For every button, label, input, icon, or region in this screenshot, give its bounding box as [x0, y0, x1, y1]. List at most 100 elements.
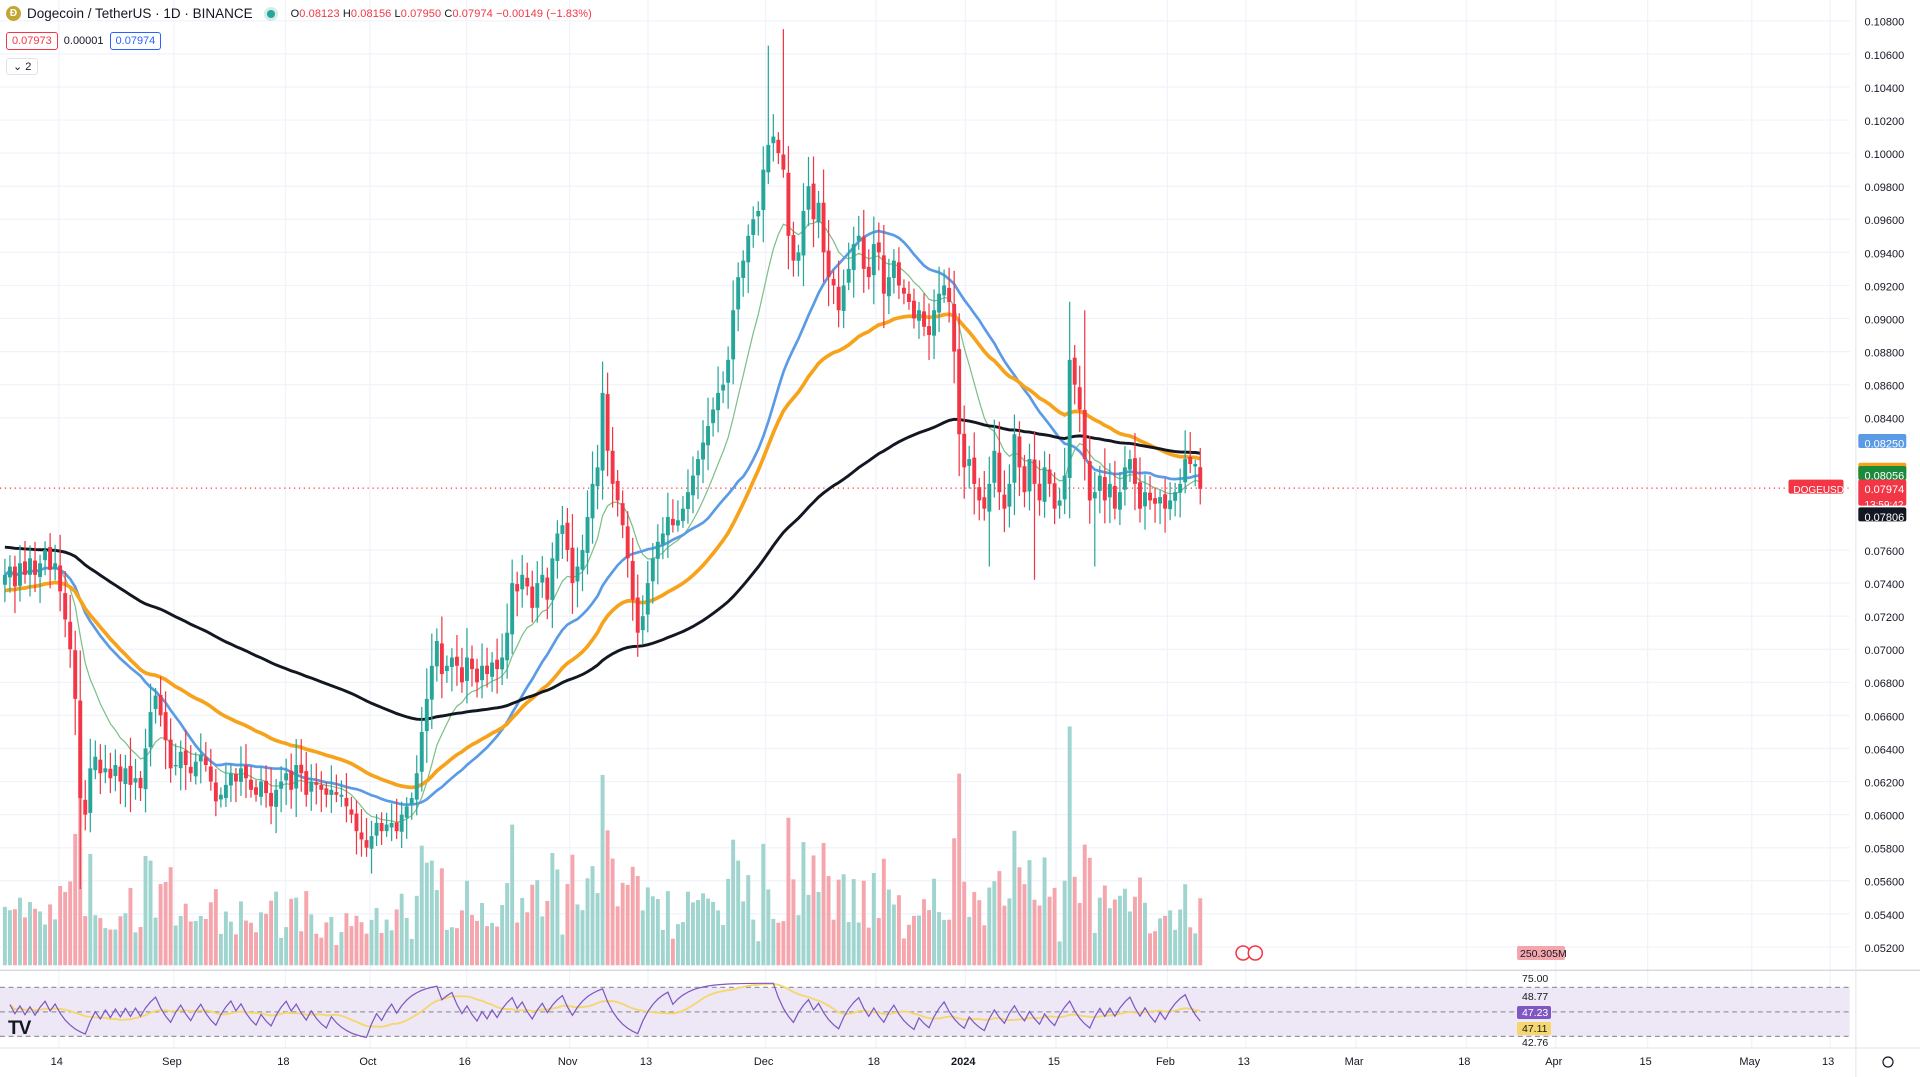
price-label-text: 0.07806: [1865, 512, 1905, 524]
volume-bar: [389, 930, 394, 966]
volume-bar: [997, 871, 1002, 966]
volume-bar: [992, 881, 997, 966]
volume-bar: [304, 891, 309, 966]
volume-bar: [906, 924, 911, 966]
price-tick-label: 0.09400: [1865, 248, 1905, 260]
candle: [289, 770, 294, 790]
price-tick-label: 0.08800: [1865, 348, 1905, 360]
price-tick-label: 0.05600: [1865, 877, 1905, 889]
candle: [233, 773, 238, 782]
candle: [38, 563, 43, 577]
candle: [861, 236, 866, 269]
candle: [88, 768, 93, 813]
candle: [977, 487, 982, 501]
moving-average-lines: [4, 219, 1201, 823]
volume-bar: [1183, 884, 1188, 966]
volume-bar: [615, 906, 620, 966]
volume-bar: [540, 916, 545, 966]
price-tick-label: 0.10600: [1865, 50, 1905, 62]
candle: [349, 809, 354, 815]
volume-bar: [193, 921, 198, 966]
rsi-line: [9, 982, 1201, 1039]
candle: [143, 748, 148, 790]
candle: [1047, 469, 1052, 484]
candle: [53, 563, 58, 570]
volume-bar: [962, 881, 967, 966]
candle: [701, 442, 705, 460]
candle: [881, 255, 886, 294]
price-tick-label: 0.10200: [1865, 116, 1905, 128]
candle: [1107, 483, 1112, 498]
volume-bar: [1042, 857, 1047, 966]
candle: [686, 492, 690, 510]
volume-bar: [1163, 915, 1168, 966]
candle: [1183, 459, 1188, 483]
volume-bar: [560, 934, 565, 966]
candle: [168, 739, 173, 769]
volume-bar: [957, 773, 962, 966]
volume-bar: [977, 900, 982, 966]
candle: [967, 459, 972, 466]
price-tick-label: 0.05800: [1865, 844, 1905, 856]
indicators-toggle-button[interactable]: ⌄ 2: [6, 58, 39, 75]
symbol-title[interactable]: Dogecoin / TetherUS · 1D · BINANCE: [27, 6, 253, 21]
candle: [821, 202, 826, 253]
spread-value: 0.00001: [63, 35, 104, 47]
candle: [2, 574, 7, 585]
ema-slow-line: [4, 312, 1201, 790]
volume-bar: [500, 905, 505, 966]
candle: [294, 765, 299, 789]
candle: [384, 824, 389, 832]
volume-bar: [68, 881, 73, 966]
volume-bar: [314, 933, 319, 966]
volume-bar: [495, 926, 500, 966]
volume-bar: [18, 897, 22, 966]
candle: [937, 293, 942, 313]
candle: [449, 657, 454, 667]
buy-price-button[interactable]: 0.07974: [109, 32, 162, 50]
candle: [1102, 477, 1107, 501]
volume-bar: [811, 855, 816, 966]
price-label-tag: [1858, 507, 1907, 522]
time-tick-label: 18: [1458, 1056, 1470, 1068]
volume-bar: [1148, 933, 1152, 966]
candle: [932, 310, 937, 336]
volume-bar: [48, 904, 53, 966]
volume-bar: [334, 945, 339, 966]
candle: [786, 172, 791, 236]
price-tick-label: 0.06600: [1865, 711, 1905, 723]
candle: [454, 656, 459, 666]
volume-bar: [625, 884, 630, 966]
volume-bar: [1027, 860, 1032, 966]
candle: [1148, 492, 1152, 501]
volume-bar: [274, 891, 279, 966]
settings-icon: [1882, 1056, 1894, 1068]
dogecoin-icon: Ð: [6, 6, 21, 21]
volume-bar: [801, 842, 806, 966]
price-label-tag: [1858, 466, 1907, 480]
volume-bar: [384, 919, 389, 966]
bar-countdown: 13:59:42: [1865, 500, 1904, 511]
volume-bar: [1178, 909, 1183, 966]
candle: [610, 450, 615, 484]
price-tick-label: 0.08400: [1865, 414, 1905, 426]
candle: [906, 293, 911, 302]
volume-bar: [138, 926, 143, 966]
volume-bar: [123, 913, 128, 966]
volume-bar: [223, 911, 228, 966]
candle: [530, 586, 535, 608]
volume-bar: [505, 883, 510, 966]
volume-bar: [831, 919, 836, 966]
candle: [329, 789, 334, 795]
volume-bar: [947, 919, 952, 966]
volume-bar: [178, 915, 183, 966]
chart-legend: Ð Dogecoin / TetherUS · 1D · BINANCE O0.…: [6, 6, 592, 21]
volume-bar: [756, 941, 761, 966]
candle: [495, 659, 500, 670]
volume-bar: [806, 894, 811, 966]
price-tick-label: 0.08600: [1865, 381, 1905, 393]
volume-bar: [329, 916, 334, 966]
sell-price-button[interactable]: 0.07973: [6, 32, 58, 50]
volume-bar: [289, 898, 294, 966]
